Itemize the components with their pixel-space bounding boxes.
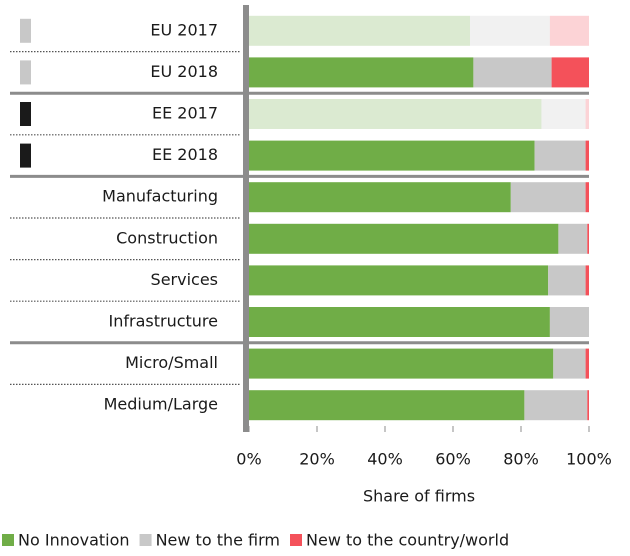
bar-segment [534, 140, 586, 171]
legend-label: No Innovation [18, 531, 130, 550]
x-axis-label: Share of firms [363, 487, 475, 506]
legend-swatch [290, 534, 302, 546]
x-tick-label: 0% [236, 450, 261, 469]
bar-segment [249, 99, 542, 129]
category-label: Infrastructure [109, 312, 218, 331]
category-label: Services [151, 270, 218, 289]
bar-segment [551, 57, 589, 88]
x-tick-label: 20% [299, 450, 335, 469]
category-label: Construction [116, 228, 218, 247]
bar-segment [249, 307, 550, 337]
bar-segment [470, 15, 550, 46]
bar-segment [249, 348, 554, 379]
bar-segment [249, 182, 511, 213]
category-label: EU 2017 [150, 20, 218, 39]
legend-label: New to the country/world [306, 531, 509, 550]
bar-segment [524, 390, 588, 421]
bar-segment [541, 99, 586, 129]
bar-segment [587, 390, 589, 421]
bar-segment [249, 15, 470, 46]
category-marker [20, 60, 31, 85]
category-marker [20, 102, 31, 126]
x-tick-label: 40% [367, 450, 403, 469]
legend-swatch [2, 534, 14, 546]
category-label: Medium/Large [104, 395, 218, 414]
bar-segment [585, 99, 589, 129]
bar-segment [249, 57, 474, 88]
category-label: EE 2018 [152, 145, 218, 164]
category-label: EU 2018 [150, 62, 218, 81]
bar-segment [553, 348, 586, 379]
bar-segment [558, 223, 588, 254]
category-marker [20, 18, 31, 43]
bar-segment [473, 57, 552, 88]
x-tick-label: 60% [435, 450, 471, 469]
bar-segment [249, 140, 535, 171]
legend-label: New to the firm [156, 531, 280, 550]
category-label: Manufacturing [102, 187, 218, 206]
x-tick-label: 100% [566, 450, 612, 469]
bar-segment [548, 265, 586, 296]
bar-segment [249, 223, 559, 254]
category-marker [20, 143, 31, 168]
bar-segment [249, 265, 549, 296]
bar-segment [510, 182, 586, 213]
bar-segment [585, 140, 589, 171]
category-label: Micro/Small [125, 353, 218, 372]
bar-segment [549, 307, 589, 337]
x-tick-label: 80% [503, 450, 539, 469]
bar-segment [549, 15, 589, 46]
category-label: EE 2017 [152, 104, 218, 123]
legend-swatch [139, 534, 152, 546]
bar-segment [249, 390, 525, 421]
bar-segment [585, 348, 589, 379]
bar-segment [585, 265, 589, 296]
bar-segment [585, 182, 589, 213]
bar-segment [587, 223, 589, 254]
